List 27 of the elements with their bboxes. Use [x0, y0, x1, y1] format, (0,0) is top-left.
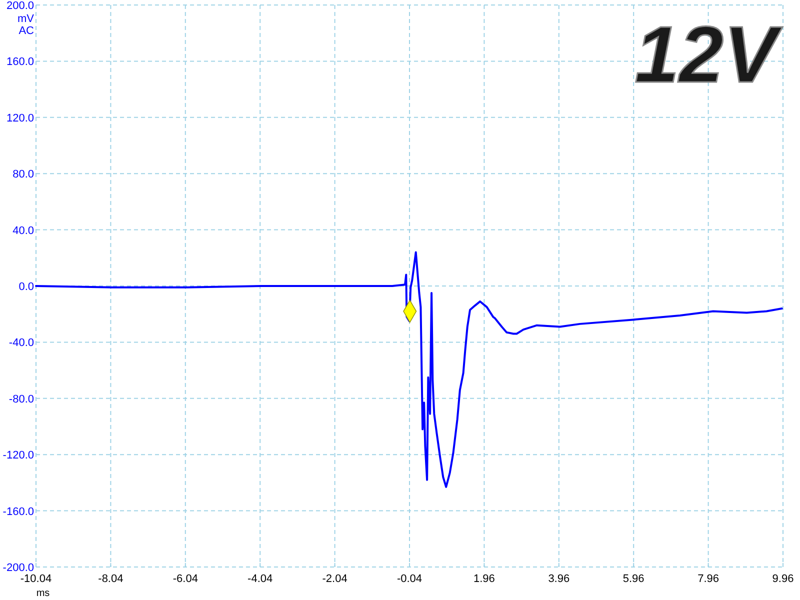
x-tick-label: 9.96: [772, 573, 794, 585]
x-tick-label: -2.04: [322, 573, 348, 585]
x-tick-label: -8.04: [98, 573, 124, 585]
x-tick-label: -4.04: [248, 573, 273, 585]
x-tick-label: 7.96: [698, 573, 720, 585]
y-tick-label: -40.0: [8, 337, 34, 350]
y-tick-label: -160.0: [2, 506, 34, 518]
chart-title: 12V: [634, 10, 783, 99]
x-tick-label: 1.96: [473, 573, 495, 585]
x-axis-title: ms: [36, 588, 50, 599]
x-tick-label: 5.96: [622, 573, 644, 585]
y-tick-label: 160.0: [6, 56, 34, 68]
y-tick-label: -120.0: [2, 450, 34, 462]
y-tick-label: 120.0: [6, 112, 34, 124]
y-tick-label: 200.0: [6, 0, 34, 12]
y-axis-title: mV: [18, 13, 35, 25]
text: AC: [18, 25, 34, 37]
y-tick-label: 0.0: [18, 281, 34, 293]
line-series: [35, 251, 783, 488]
y-tick-label: -80.0: [8, 393, 34, 406]
y-tick-label: 80.0: [12, 168, 34, 181]
y-tick-label: 40.0: [12, 224, 34, 237]
y-tick-label: -200.0: [2, 562, 34, 574]
x-tick-label: -10.04: [20, 573, 52, 585]
x-tick-label: 3.96: [548, 573, 570, 585]
x-tick-label: -0.04: [396, 573, 422, 585]
x-tick-label: -6.04: [172, 573, 198, 585]
